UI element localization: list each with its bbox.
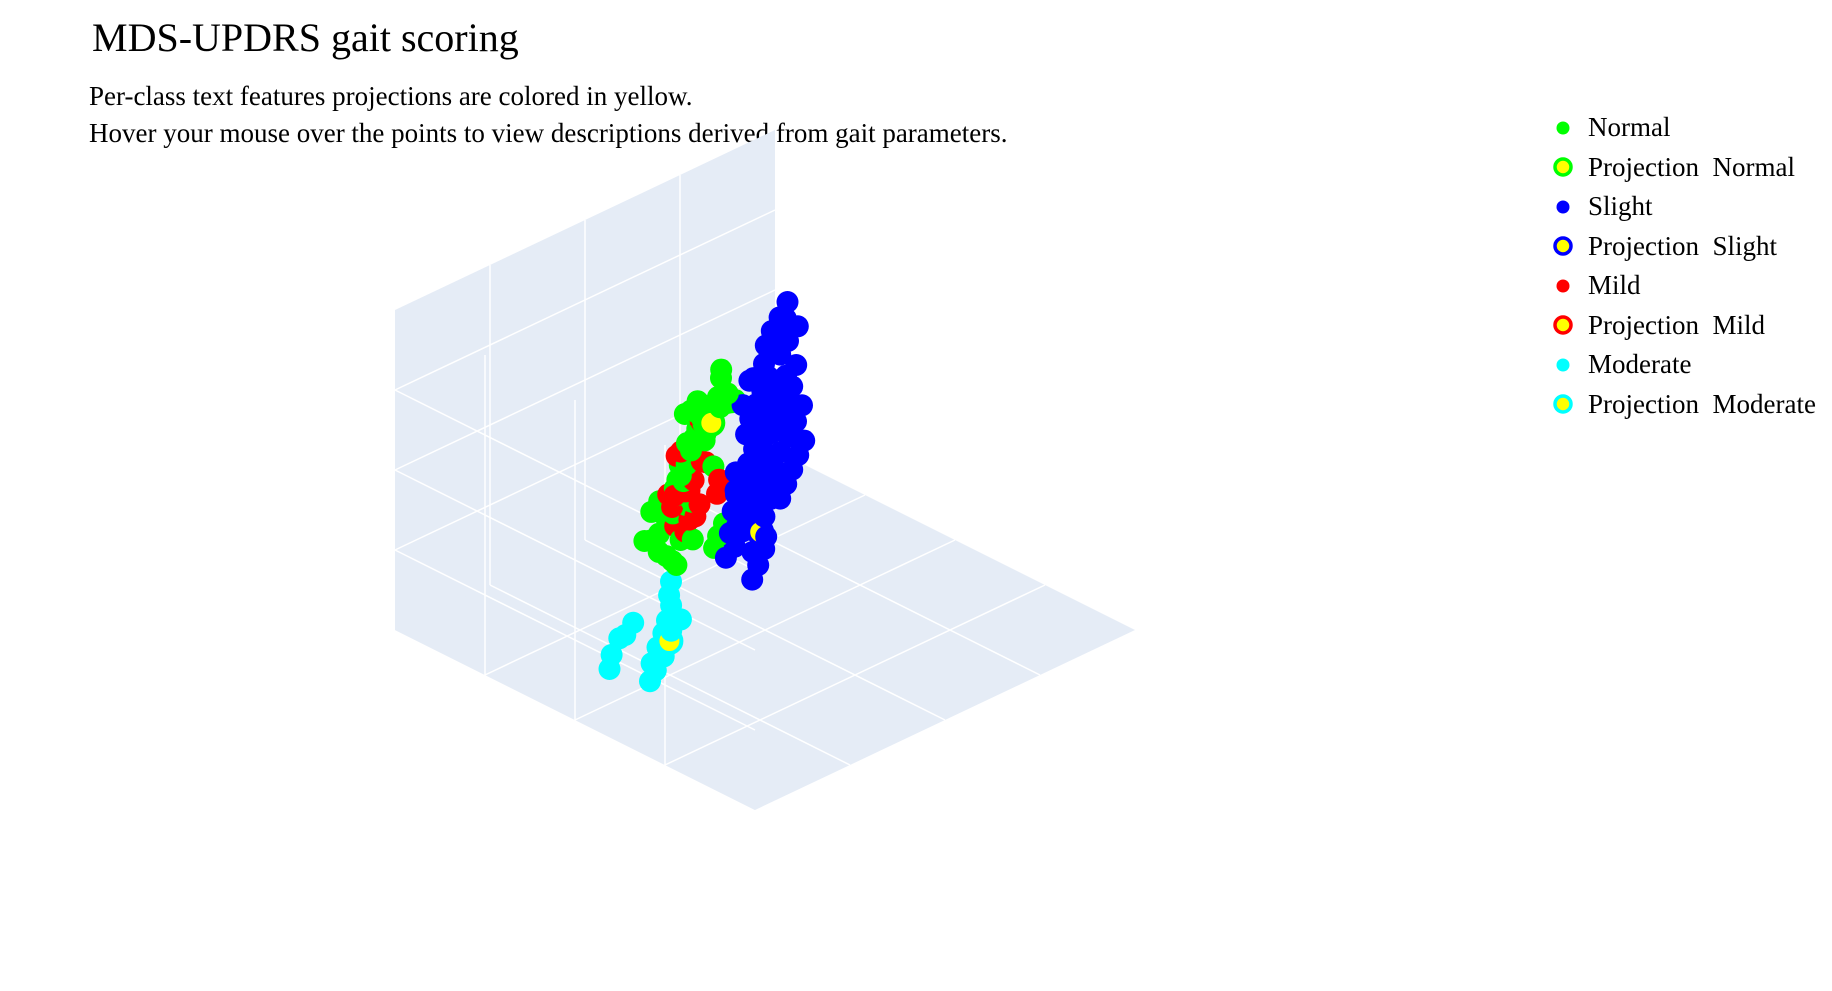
data-point[interactable] [661,550,684,572]
legend-item[interactable]: Projection Slight [1552,227,1816,267]
data-point[interactable] [681,528,704,551]
legend-label: Projection Moderate [1588,388,1816,419]
data-point[interactable] [793,429,816,452]
data-point[interactable] [755,525,778,548]
legend-item[interactable]: Mild [1552,266,1816,306]
data-point[interactable] [660,570,682,593]
data-point[interactable] [708,468,731,491]
scene-box[interactable] [394,130,1135,810]
open-circle-marker-icon [1552,314,1574,336]
legend-label: Projection Mild [1588,309,1765,340]
chart-title: MDS-UPDRS gait scoring [92,15,519,60]
legend-label: Slight [1588,191,1653,222]
legend-label: Projection Slight [1588,230,1777,261]
gridline [394,209,776,391]
circle-marker-icon [1552,354,1574,376]
data-point[interactable] [786,315,809,338]
data-point[interactable] [622,611,645,634]
legend-item[interactable]: Normal [1552,108,1816,148]
legend-label: Mild [1588,270,1641,301]
circle-marker-icon [1552,275,1574,297]
data-point[interactable] [689,393,712,415]
open-circle-marker-icon [1552,156,1574,178]
legend-item[interactable]: Projection Normal [1552,148,1816,188]
subtitle-line: Hover your mouse over the points to view… [89,118,1008,148]
data-point[interactable] [791,394,813,417]
data-point[interactable] [669,608,692,631]
circle-marker-icon [1552,117,1574,139]
legend-label: Projection Normal [1588,151,1795,182]
subtitle-line: Per-class text features projections are … [89,81,693,111]
legend: Normal Projection Normal Slight Projection … [1552,108,1816,424]
data-point[interactable] [785,354,808,376]
data-point[interactable] [776,291,799,313]
legend-label: Moderate [1588,349,1692,380]
data-point[interactable] [716,382,739,405]
data-point[interactable] [688,493,711,516]
chart-subtitle: Per-class text features projections are … [89,78,1008,152]
data-points [598,291,816,693]
legend-label: Normal [1588,112,1671,143]
legend-item[interactable]: Slight [1552,187,1816,227]
legend-item[interactable]: Moderate [1552,345,1816,385]
open-circle-marker-icon [1552,235,1574,257]
gridline [584,539,946,721]
data-point[interactable] [600,643,623,666]
open-circle-marker-icon [1552,393,1574,415]
circle-marker-icon [1552,196,1574,218]
gridline [489,584,851,766]
legend-item[interactable]: Projection Moderate [1552,385,1816,425]
legend-item[interactable]: Projection Mild [1552,306,1816,346]
data-point[interactable] [710,358,733,381]
